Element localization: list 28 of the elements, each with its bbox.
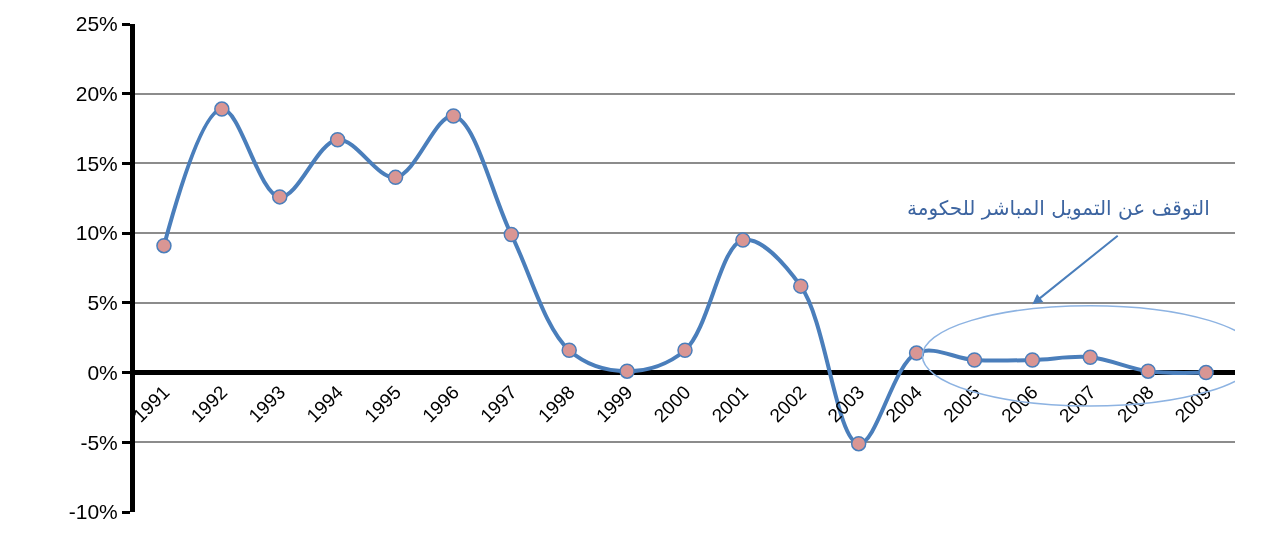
y-tick-label: 5% — [87, 291, 118, 315]
y-tick-label: 15% — [75, 151, 118, 175]
point — [329, 131, 346, 148]
point — [445, 108, 462, 124]
y-tick-label: 20% — [75, 82, 118, 106]
point — [561, 342, 577, 358]
point — [1024, 352, 1041, 368]
point — [793, 278, 809, 294]
point — [387, 169, 404, 186]
point — [619, 363, 635, 379]
point — [1140, 363, 1156, 379]
point — [503, 226, 520, 243]
y-tick-label: 10% — [75, 221, 118, 245]
point — [850, 435, 867, 452]
point — [272, 189, 288, 205]
point — [1198, 364, 1214, 381]
point — [214, 101, 230, 117]
point — [908, 345, 925, 361]
y-tick-label: -5% — [80, 430, 118, 454]
y-tick-label: 0% — [87, 360, 118, 384]
point — [677, 342, 693, 358]
y-tick-label: -10% — [68, 500, 118, 524]
y-tick-label: 25% — [75, 12, 118, 36]
point — [966, 352, 983, 368]
point — [735, 232, 751, 248]
annotation: التوقف عن التمويل المباشر للحكومة — [907, 196, 1210, 220]
point — [156, 237, 172, 254]
point — [1082, 349, 1099, 365]
